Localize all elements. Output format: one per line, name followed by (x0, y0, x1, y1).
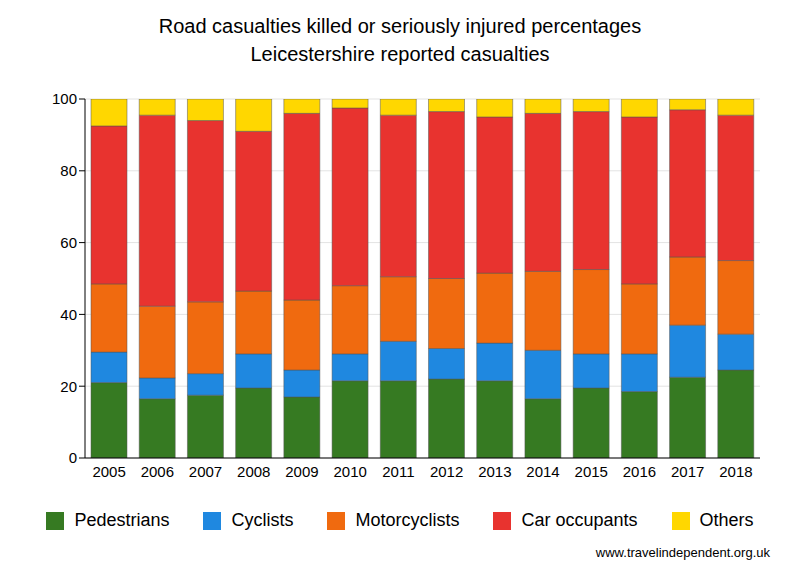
svg-text:2009: 2009 (285, 463, 318, 480)
html-text:www.travelindependent.org.uk: www.travelindependent.org.uk (595, 545, 770, 560)
svg-text:80: 80 (60, 162, 77, 179)
svg-text:0: 0 (69, 449, 77, 466)
svg-text:100: 100 (52, 90, 77, 107)
svg-text:40: 40 (60, 306, 77, 323)
svg-text:2015: 2015 (575, 463, 608, 480)
html-text:Car occupants: Car occupants (521, 510, 638, 530)
html-text:Leicestershire reported casual: Leicestershire reported casualties (250, 43, 550, 65)
svg-text:2011: 2011 (382, 463, 414, 480)
svg-text:2013: 2013 (478, 463, 511, 480)
svg-text:2007: 2007 (189, 463, 222, 480)
svg-text:2010: 2010 (333, 463, 366, 480)
svg-text:2018: 2018 (719, 463, 752, 480)
html-text:Pedestrians: Pedestrians (74, 510, 170, 530)
svg-text:2017: 2017 (671, 463, 704, 480)
svg-text:20: 20 (60, 378, 77, 395)
html-text:Others: Others (699, 510, 754, 530)
svg-text:60: 60 (60, 234, 77, 251)
svg-text:2016: 2016 (623, 463, 656, 480)
html-text:Cyclists: Cyclists (231, 510, 294, 530)
svg-text:2008: 2008 (237, 463, 270, 480)
svg-text:2006: 2006 (141, 463, 174, 480)
svg-text:2005: 2005 (92, 463, 125, 480)
svg-text:2014: 2014 (526, 463, 559, 480)
html-text:Road casualties killed or seri: Road casualties killed or seriously inju… (158, 15, 642, 37)
svg-text:2012: 2012 (430, 463, 463, 480)
html-text:Motorcyclists: Motorcyclists (355, 510, 460, 530)
